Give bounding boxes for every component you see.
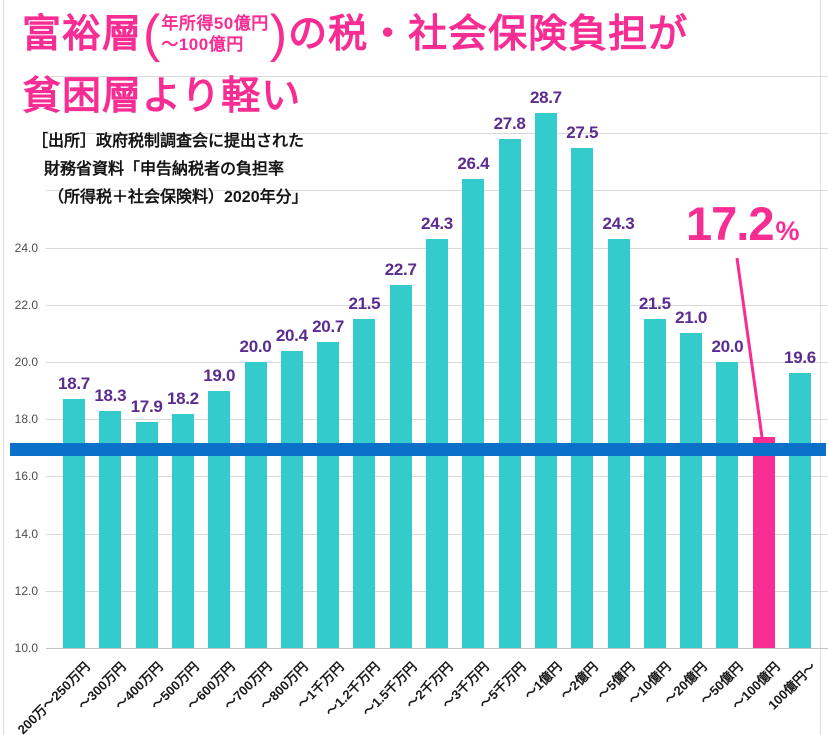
bar-value-label: 19.0 <box>203 365 236 385</box>
bar <box>680 333 703 648</box>
bar-value-label: 21.0 <box>675 308 708 328</box>
y-axis-label: 16.0 <box>14 469 38 484</box>
bar <box>280 350 303 648</box>
highlight-annotation-unit: % <box>775 216 800 246</box>
source-note: ［出所］政府税制調査会に提出された 財務省資料「申告納税者の負担率 （所得税＋社… <box>32 128 308 212</box>
reference-line <box>10 443 826 456</box>
bar <box>643 319 666 648</box>
bar <box>498 138 521 648</box>
bar <box>716 362 739 648</box>
bar <box>534 113 557 648</box>
chart-title: 富裕層 ( 年所得50億円 〜100億円 ) の税・社会保険負担が 貧困層より軽… <box>22 4 688 126</box>
y-axis-label: 22.0 <box>14 297 38 312</box>
source-note-line3: （所得税＋社会保険料）2020年分」 <box>48 189 308 206</box>
chart-title-line2: 貧困層より軽い <box>22 74 302 118</box>
bar <box>571 147 594 648</box>
title-paren-note-top: 年所得50億円 <box>161 14 269 33</box>
bar-value-label: 17.9 <box>130 397 163 417</box>
left-edge-line <box>3 0 4 735</box>
gridline <box>46 190 828 192</box>
gridline <box>46 133 828 135</box>
bar-value-label: 20.7 <box>312 317 345 336</box>
bar <box>789 373 811 648</box>
y-axis-label: 20.0 <box>14 355 38 369</box>
title-suffix: の税・社会保険負担が <box>288 12 689 56</box>
bar <box>244 362 267 648</box>
highlight-annotation-value: 17.2 <box>686 197 774 250</box>
bar-value-label: 20.0 <box>711 337 744 356</box>
bar-value-label: 22.7 <box>384 259 417 279</box>
y-axis-label: 24.0 <box>14 240 38 255</box>
title-prefix: 富裕層 <box>22 12 143 56</box>
bar <box>317 342 340 648</box>
bar-value-label: 24.3 <box>602 214 635 233</box>
bar-value-label: 27.5 <box>566 122 599 142</box>
title-paren-note: 年所得50億円 〜100億円 <box>161 13 268 55</box>
source-note-line1: ［出所］政府税制調査会に提出された <box>32 133 305 150</box>
bar-highlighted <box>752 437 775 648</box>
y-axis-label: 14.0 <box>14 526 38 541</box>
open-paren: ( <box>143 5 161 63</box>
y-axis-label: 18.0 <box>14 412 38 427</box>
bar-value-label: 26.4 <box>457 154 490 173</box>
title-paren-note-bottom: 〜100億円 <box>161 35 244 54</box>
y-axis-label: 10.0 <box>14 641 38 655</box>
highlight-annotation: 17.2% <box>686 200 800 247</box>
bar-value-label: 20.0 <box>239 337 272 356</box>
source-note-line2: 財務省資料「申告納税者の負担率 <box>44 161 285 178</box>
bar <box>63 399 85 648</box>
bar <box>353 319 376 648</box>
gridline <box>46 76 828 77</box>
gridline <box>46 648 828 649</box>
bar-value-label: 21.5 <box>348 294 381 314</box>
bar-value-label: 20.4 <box>275 325 308 345</box>
bar-value-label: 28.7 <box>529 88 562 108</box>
bar <box>135 422 158 648</box>
y-axis-label: 12.0 <box>14 583 38 598</box>
bar <box>208 390 231 648</box>
bar <box>171 413 194 648</box>
bar-value-label: 24.3 <box>421 214 453 233</box>
right-edge-line <box>820 0 821 735</box>
bar-value-label: 18.2 <box>166 388 199 408</box>
bar-value-label: 27.8 <box>493 113 526 133</box>
bar <box>99 410 122 648</box>
bar-value-label: 18.7 <box>58 374 90 394</box>
bar-value-label: 21.5 <box>638 294 671 314</box>
chart-title-line1: 富裕層 ( 年所得50億円 〜100億円 ) の税・社会保険負担が <box>22 4 688 64</box>
bar <box>389 284 412 648</box>
close-paren: ) <box>269 5 288 63</box>
bar <box>462 179 485 648</box>
bar-value-label: 18.3 <box>94 385 127 405</box>
bar-value-label: 19.6 <box>784 348 816 368</box>
